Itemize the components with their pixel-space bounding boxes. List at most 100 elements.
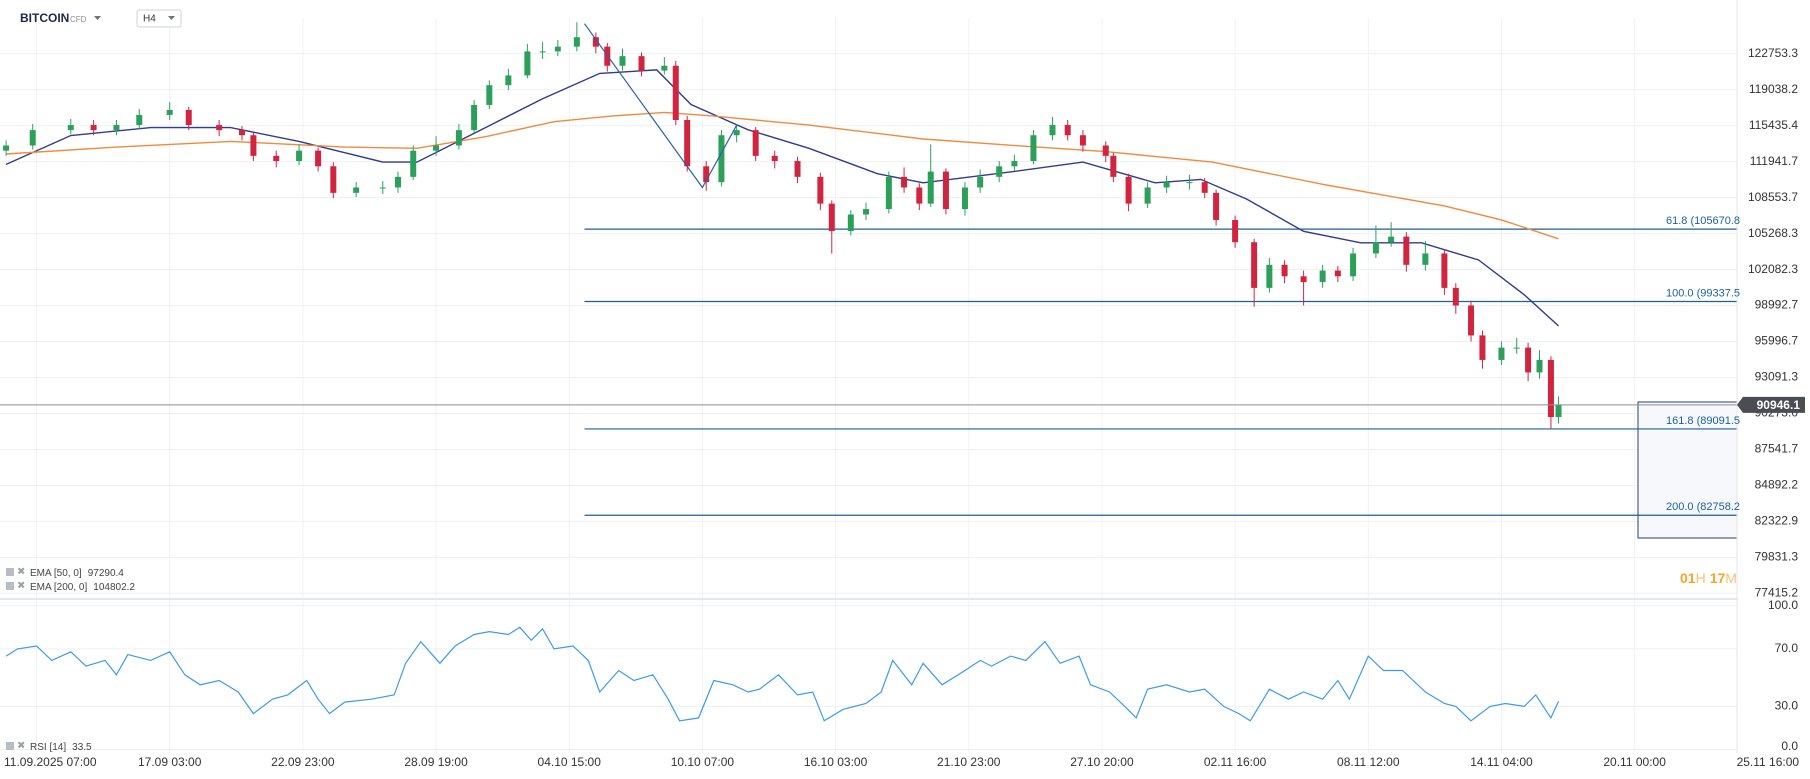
legend-remove[interactable]: ✖ (17, 581, 25, 592)
candle-body (1388, 236, 1395, 243)
legend-remove[interactable]: ✖ (17, 567, 25, 578)
candle-body (1266, 264, 1273, 288)
candle-body (1498, 347, 1505, 360)
rsi-tick-label: 70.0 (1775, 641, 1799, 655)
legend-value: 97290.4 (88, 568, 125, 579)
legend-entry: EMA [50, 0] 97290.4 (30, 568, 124, 579)
candle-body (1281, 264, 1288, 277)
candle-body (684, 119, 691, 167)
candle-body (433, 145, 440, 151)
candle-body (977, 176, 984, 188)
timeframe[interactable]: H4 (143, 14, 156, 25)
candle-body (1422, 253, 1429, 265)
x-tick-label: 25.11 16:00 (1737, 755, 1800, 769)
candle-body (942, 171, 949, 210)
candle-body (1144, 187, 1151, 204)
candle-body (916, 187, 923, 204)
candle-body (661, 65, 668, 71)
legend-name: EMA [200, 0] (30, 582, 87, 593)
candle-body (961, 187, 968, 210)
candle-body (1555, 404, 1562, 418)
y-tick-label: 77415.2 (1755, 586, 1799, 600)
candle-body (1452, 287, 1459, 306)
legend-icon[interactable] (6, 568, 14, 576)
candle-body (1536, 359, 1543, 373)
countdown: 01H 17M (1680, 570, 1737, 586)
legend-icon[interactable] (6, 582, 14, 590)
x-tick-label: 22.09 23:00 (271, 755, 335, 769)
candle-body (471, 104, 478, 131)
y-tick-label: 105268.3 (1748, 226, 1798, 240)
y-tick-label: 119038.2 (1749, 82, 1798, 96)
legend-value: 33.5 (72, 742, 92, 753)
candle-body (771, 155, 778, 162)
current-price-marker (1737, 396, 1805, 413)
label-layer: 122753.3 119038.2 115435.4 111941.7 108553.7… (4, 46, 1805, 769)
legend-remove[interactable]: ✖ (17, 741, 25, 752)
candle-body (1372, 242, 1379, 254)
fib-label: 161.8 (89091.5 (1666, 415, 1740, 427)
timeframe-selector[interactable] (136, 9, 182, 28)
candle-body (330, 166, 337, 193)
candle-body (573, 37, 580, 47)
legend-name: EMA [50, 0] (30, 568, 82, 579)
y-tick-label: 95996.7 (1755, 334, 1799, 348)
countdown-hours: 01 (1680, 570, 1696, 586)
candle-body (216, 125, 223, 131)
candle-body (996, 166, 1003, 177)
candle-body (1064, 125, 1071, 136)
candle-body (395, 176, 402, 188)
candle-body (1513, 347, 1520, 349)
x-tick-label: 27.10 20:00 (1070, 755, 1134, 769)
rsi-line (5, 626, 1560, 722)
x-tick-label: 04.10 15:00 (538, 755, 602, 769)
y-tick-label: 108553.7 (1748, 190, 1798, 204)
legend-name: RSI [14] (30, 742, 66, 753)
candle-body (67, 125, 74, 131)
candle-body (239, 130, 246, 136)
legend-value: 104802.2 (93, 582, 135, 593)
y-tick-label: 79831.3 (1755, 550, 1799, 564)
candle-body (619, 56, 626, 66)
x-tick-label: 21.10 23:00 (937, 755, 1001, 769)
candle-body (1049, 125, 1056, 136)
candle-body (1030, 135, 1037, 162)
ema50-legend[interactable]: ✖ EMA [50, 0] 97290.4 (6, 567, 124, 579)
candle-body (1232, 220, 1239, 243)
candle-body (828, 203, 835, 232)
candle-body (847, 214, 854, 232)
candle-body (1251, 242, 1258, 288)
x-tick-label: 28.09 19:00 (404, 755, 468, 769)
candle-body (29, 130, 36, 146)
candle-body (379, 187, 386, 189)
rsi-legend[interactable]: ✖ RSI [14] 33.5 (6, 741, 92, 753)
candle-body (927, 171, 934, 204)
countdown-hours-unit: H (1696, 570, 1706, 586)
candle-body (638, 56, 645, 71)
candle-body (1079, 135, 1086, 146)
ema200-legend[interactable]: ✖ EMA [200, 0] 104802.2 (6, 581, 135, 593)
candle-body (901, 176, 908, 188)
timeframe-dropdown[interactable] (168, 16, 175, 20)
candle-body (1441, 253, 1448, 288)
candle-body (733, 130, 740, 136)
candle-body (554, 46, 561, 52)
countdown-minutes: 17 (1710, 570, 1726, 586)
symbol[interactable]: BITCOIN (20, 11, 69, 25)
symbol-dropdown[interactable] (94, 16, 101, 20)
candle-body (353, 187, 360, 193)
candle-body (1334, 270, 1341, 277)
candle-body (794, 161, 801, 177)
rsi-tick-label: 30.0 (1775, 699, 1799, 713)
y-tick-label: 82322.9 (1755, 514, 1799, 528)
candle-body (672, 65, 679, 120)
legend-icon[interactable] (6, 742, 14, 750)
zigzag-line (584, 23, 738, 189)
candle-body (703, 166, 710, 183)
fib-label: 61.8 (105670.8 (1666, 215, 1740, 227)
candle-body (185, 109, 192, 126)
instrument-type: CFD (70, 15, 87, 24)
candle-body (1403, 236, 1410, 265)
